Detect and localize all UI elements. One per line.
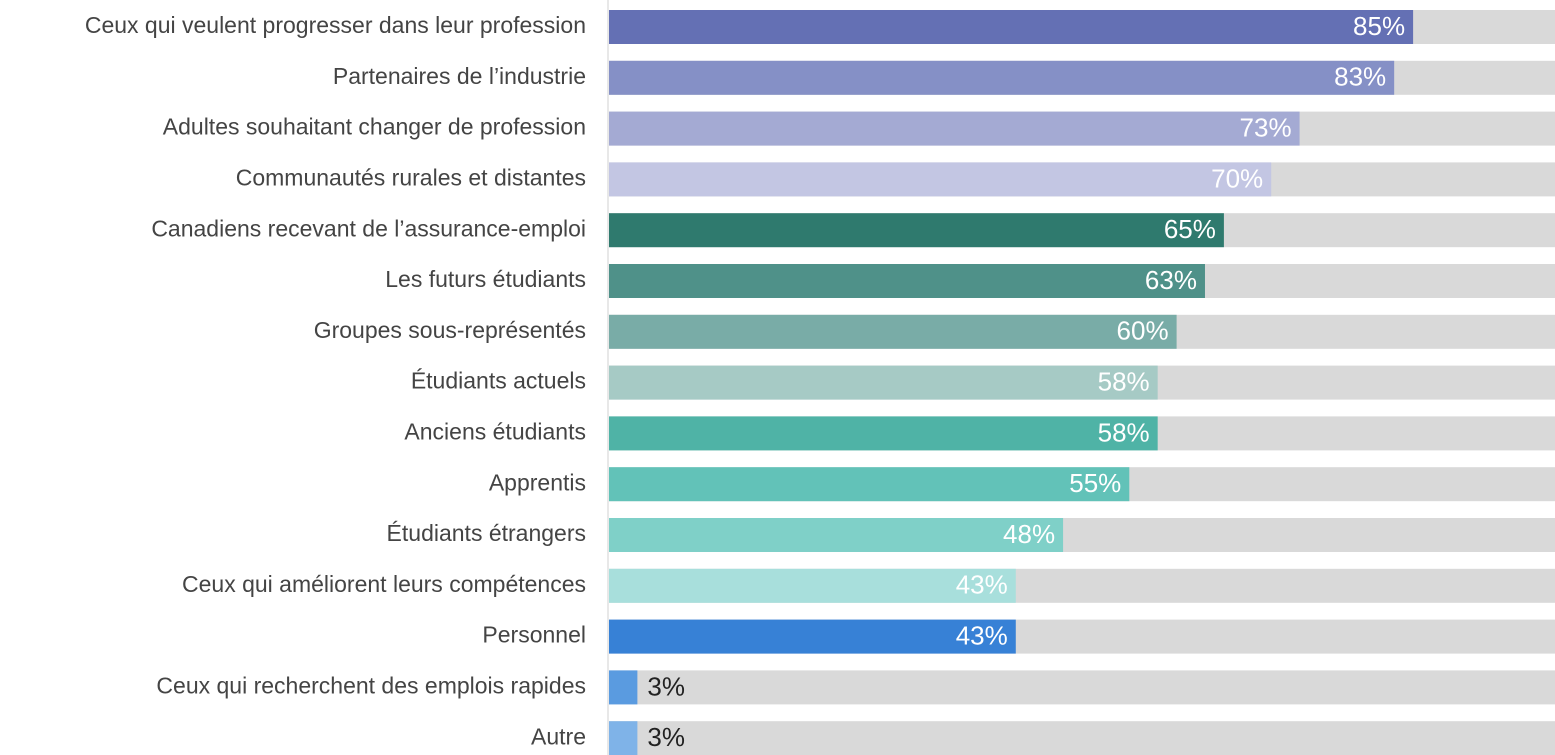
bar bbox=[609, 619, 1016, 654]
bar bbox=[609, 162, 1272, 197]
bar bbox=[609, 365, 1158, 400]
category-label: Ceux qui améliorent leurs compétences bbox=[182, 571, 586, 597]
value-label: 73% bbox=[1240, 112, 1292, 142]
category-label: Partenaires de l’industrie bbox=[333, 63, 586, 89]
category-label: Canadiens recevant de l’assurance-emploi bbox=[151, 215, 586, 241]
bar bbox=[609, 568, 1016, 603]
bar bbox=[609, 416, 1158, 451]
category-label: Les futurs étudiants bbox=[385, 266, 586, 292]
value-label: 58% bbox=[1098, 366, 1150, 396]
category-label: Groupes sous-représentés bbox=[314, 317, 586, 343]
value-label: 3% bbox=[647, 671, 685, 701]
category-label: Autre bbox=[531, 723, 586, 749]
category-label: Étudiants actuels bbox=[411, 368, 586, 394]
category-label: Étudiants étrangers bbox=[387, 520, 586, 546]
bar bbox=[609, 264, 1205, 298]
value-label: 63% bbox=[1145, 265, 1197, 295]
bar bbox=[609, 670, 638, 705]
category-label: Anciens étudiants bbox=[404, 418, 586, 444]
bar bbox=[609, 721, 638, 755]
category-label: Ceux qui recherchent des emplois rapides bbox=[156, 672, 586, 698]
value-label: 55% bbox=[1069, 468, 1121, 498]
bar bbox=[609, 111, 1300, 146]
value-label: 65% bbox=[1164, 214, 1216, 244]
category-label: Apprentis bbox=[489, 469, 586, 495]
category-label: Adultes souhaitant changer de profession bbox=[163, 114, 586, 140]
value-label: 43% bbox=[956, 620, 1008, 650]
bar-track bbox=[609, 670, 1555, 705]
category-label: Ceux qui veulent progresser dans leur pr… bbox=[85, 12, 586, 38]
value-label: 43% bbox=[956, 570, 1008, 600]
value-label: 48% bbox=[1003, 519, 1055, 549]
category-label: Personnel bbox=[482, 622, 586, 648]
bar bbox=[609, 10, 1414, 44]
bar-track bbox=[609, 721, 1555, 755]
value-label: 3% bbox=[647, 722, 685, 752]
bar bbox=[609, 314, 1177, 349]
value-label: 83% bbox=[1334, 62, 1386, 92]
value-label: 70% bbox=[1211, 163, 1263, 193]
bar bbox=[609, 213, 1224, 248]
bar bbox=[609, 518, 1064, 552]
bar bbox=[609, 467, 1130, 502]
bar bbox=[609, 60, 1395, 95]
value-label: 58% bbox=[1098, 417, 1150, 447]
value-label: 60% bbox=[1117, 316, 1169, 346]
value-label: 85% bbox=[1353, 11, 1405, 41]
category-label: Communautés rurales et distantes bbox=[236, 164, 586, 190]
